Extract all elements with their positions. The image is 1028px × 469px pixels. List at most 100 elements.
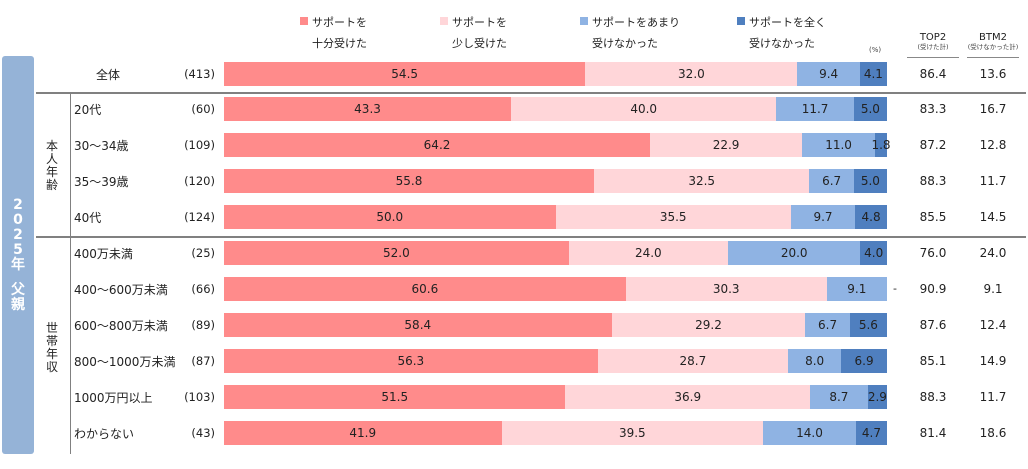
seg-not-received: 5.0 [853,97,887,121]
btm2-value: 12.4 [979,318,1007,332]
row-label: 40代 [74,211,102,225]
top2-value: 90.9 [919,282,947,296]
seg-slightly-received: 39.5 [501,421,764,445]
row-sample-size: (66) [191,282,215,296]
side-title-char: 2 [13,196,23,213]
seg-slightly-received: 24.0 [568,241,728,265]
seg-rarely-received: 6.7 [809,169,854,193]
seg-fully-received: 41.9 [224,421,502,445]
divider-line [36,92,1026,94]
top2-value: 87.2 [919,138,947,152]
side-title-char: 父 [11,281,25,298]
seg-not-received: 1.8 [871,133,891,157]
group-label-char: 年 [45,165,58,179]
side-title-char: 年 [11,256,25,273]
seg-slightly-received: 32.0 [585,62,798,86]
side-title-char: 5 [13,241,23,258]
seg-rarely-received: 8.7 [810,385,868,409]
top2-header: TOP2 (受けた計) [903,32,963,58]
legend-swatch [737,17,745,25]
btm2-value: 13.6 [979,67,1007,81]
seg-label-zero: - [893,282,897,295]
seg-rarely-received: 6.7 [805,313,850,337]
group-label-age: 本人年齢 [43,140,61,192]
seg-fully-received: 60.6 [224,277,626,301]
seg-fully-received: 55.8 [224,169,594,193]
group-label-char: 本 [45,139,58,153]
group-label-char: 齢 [45,178,58,192]
divider-line-vertical [70,93,71,454]
seg-not-received: 4.8 [855,205,887,229]
seg-not-received: 5.0 [853,169,887,193]
row-label: 800～1000万未満 [74,355,176,369]
seg-slightly-received: 29.2 [611,313,806,337]
legend-swatch [440,17,448,25]
seg-slightly-received: 35.5 [555,205,791,229]
seg-not-received: 4.1 [859,62,887,86]
side-title-char: 2 [13,226,23,243]
group-label-char: 世 [45,321,58,335]
legend-swatch [580,17,588,25]
header-underline [907,57,959,58]
seg-not-received: 2.9 [867,385,887,409]
divider-line [36,236,1026,238]
row-label: 20代 [74,103,102,117]
group-label-char: 帯 [45,334,58,348]
top2-value: 83.3 [919,102,947,116]
top2-value: 86.4 [919,67,947,81]
seg-slightly-received: 30.3 [625,277,827,301]
seg-rarely-received: 11.7 [776,97,854,121]
row-sample-size: (25) [191,246,215,260]
row-sample-size: (109) [184,138,215,152]
legend-item-slightly-received: サポートを 少し受けた [440,12,507,54]
row-label: 600～800万未満 [74,319,168,333]
seg-not-received: 4.7 [855,421,887,445]
btm2-value: 14.9 [979,354,1007,368]
seg-fully-received: 51.5 [224,385,566,409]
row-sample-size: (89) [191,318,215,332]
seg-rarely-received: 20.0 [727,241,861,265]
btm2-value: 24.0 [979,246,1007,260]
btm2-value: 12.8 [979,138,1007,152]
row-sample-size: (124) [184,210,215,224]
btm2-header-sub: (受けなかった計) [967,43,1019,51]
row-sample-size: (120) [184,174,215,188]
top2-header-label: TOP2 [919,32,947,43]
legend-label: サポートをあまり [592,16,680,29]
seg-slightly-received: 28.7 [597,349,789,373]
btm2-value: 14.5 [979,210,1007,224]
row-label: 全体 [96,68,121,82]
seg-fully-received: 54.5 [224,62,586,86]
header-underline [967,57,1019,58]
seg-rarely-received: 14.0 [763,421,856,445]
btm2-value: 9.1 [983,282,1003,296]
legend-label: 少し受けた [452,37,507,50]
row-label: 400～600万未満 [74,283,168,297]
seg-fully-received: 52.0 [224,241,569,265]
btm2-value: 16.7 [979,102,1007,116]
seg-fully-received: 56.3 [224,349,598,373]
top2-value: 85.1 [919,354,947,368]
group-label-char: 人 [45,152,58,166]
seg-slightly-received: 22.9 [650,133,803,157]
legend-label: サポートを [452,16,507,29]
seg-not-received: 6.9 [841,349,887,373]
seg-slightly-received: 32.5 [593,169,810,193]
unit-label: (%) [869,46,882,54]
group-label-char: 年 [45,347,58,361]
btm2-value: 18.6 [979,426,1007,440]
seg-rarely-received: 9.4 [797,62,860,86]
seg-slightly-received: 40.0 [511,97,777,121]
btm2-value: 11.7 [979,390,1007,404]
legend-label: 受けなかった [749,37,815,50]
top2-value: 87.6 [919,318,947,332]
top2-header-sub: (受けた計) [917,43,949,51]
btm2-value: 11.7 [979,174,1007,188]
group-label-char: 収 [45,360,58,374]
seg-rarely-received: 11.0 [802,133,876,157]
seg-fully-received: 50.0 [224,205,556,229]
top2-value: 76.0 [919,246,947,260]
row-label: 400万未満 [74,247,133,261]
row-label: 1000万円以上 [74,391,153,405]
